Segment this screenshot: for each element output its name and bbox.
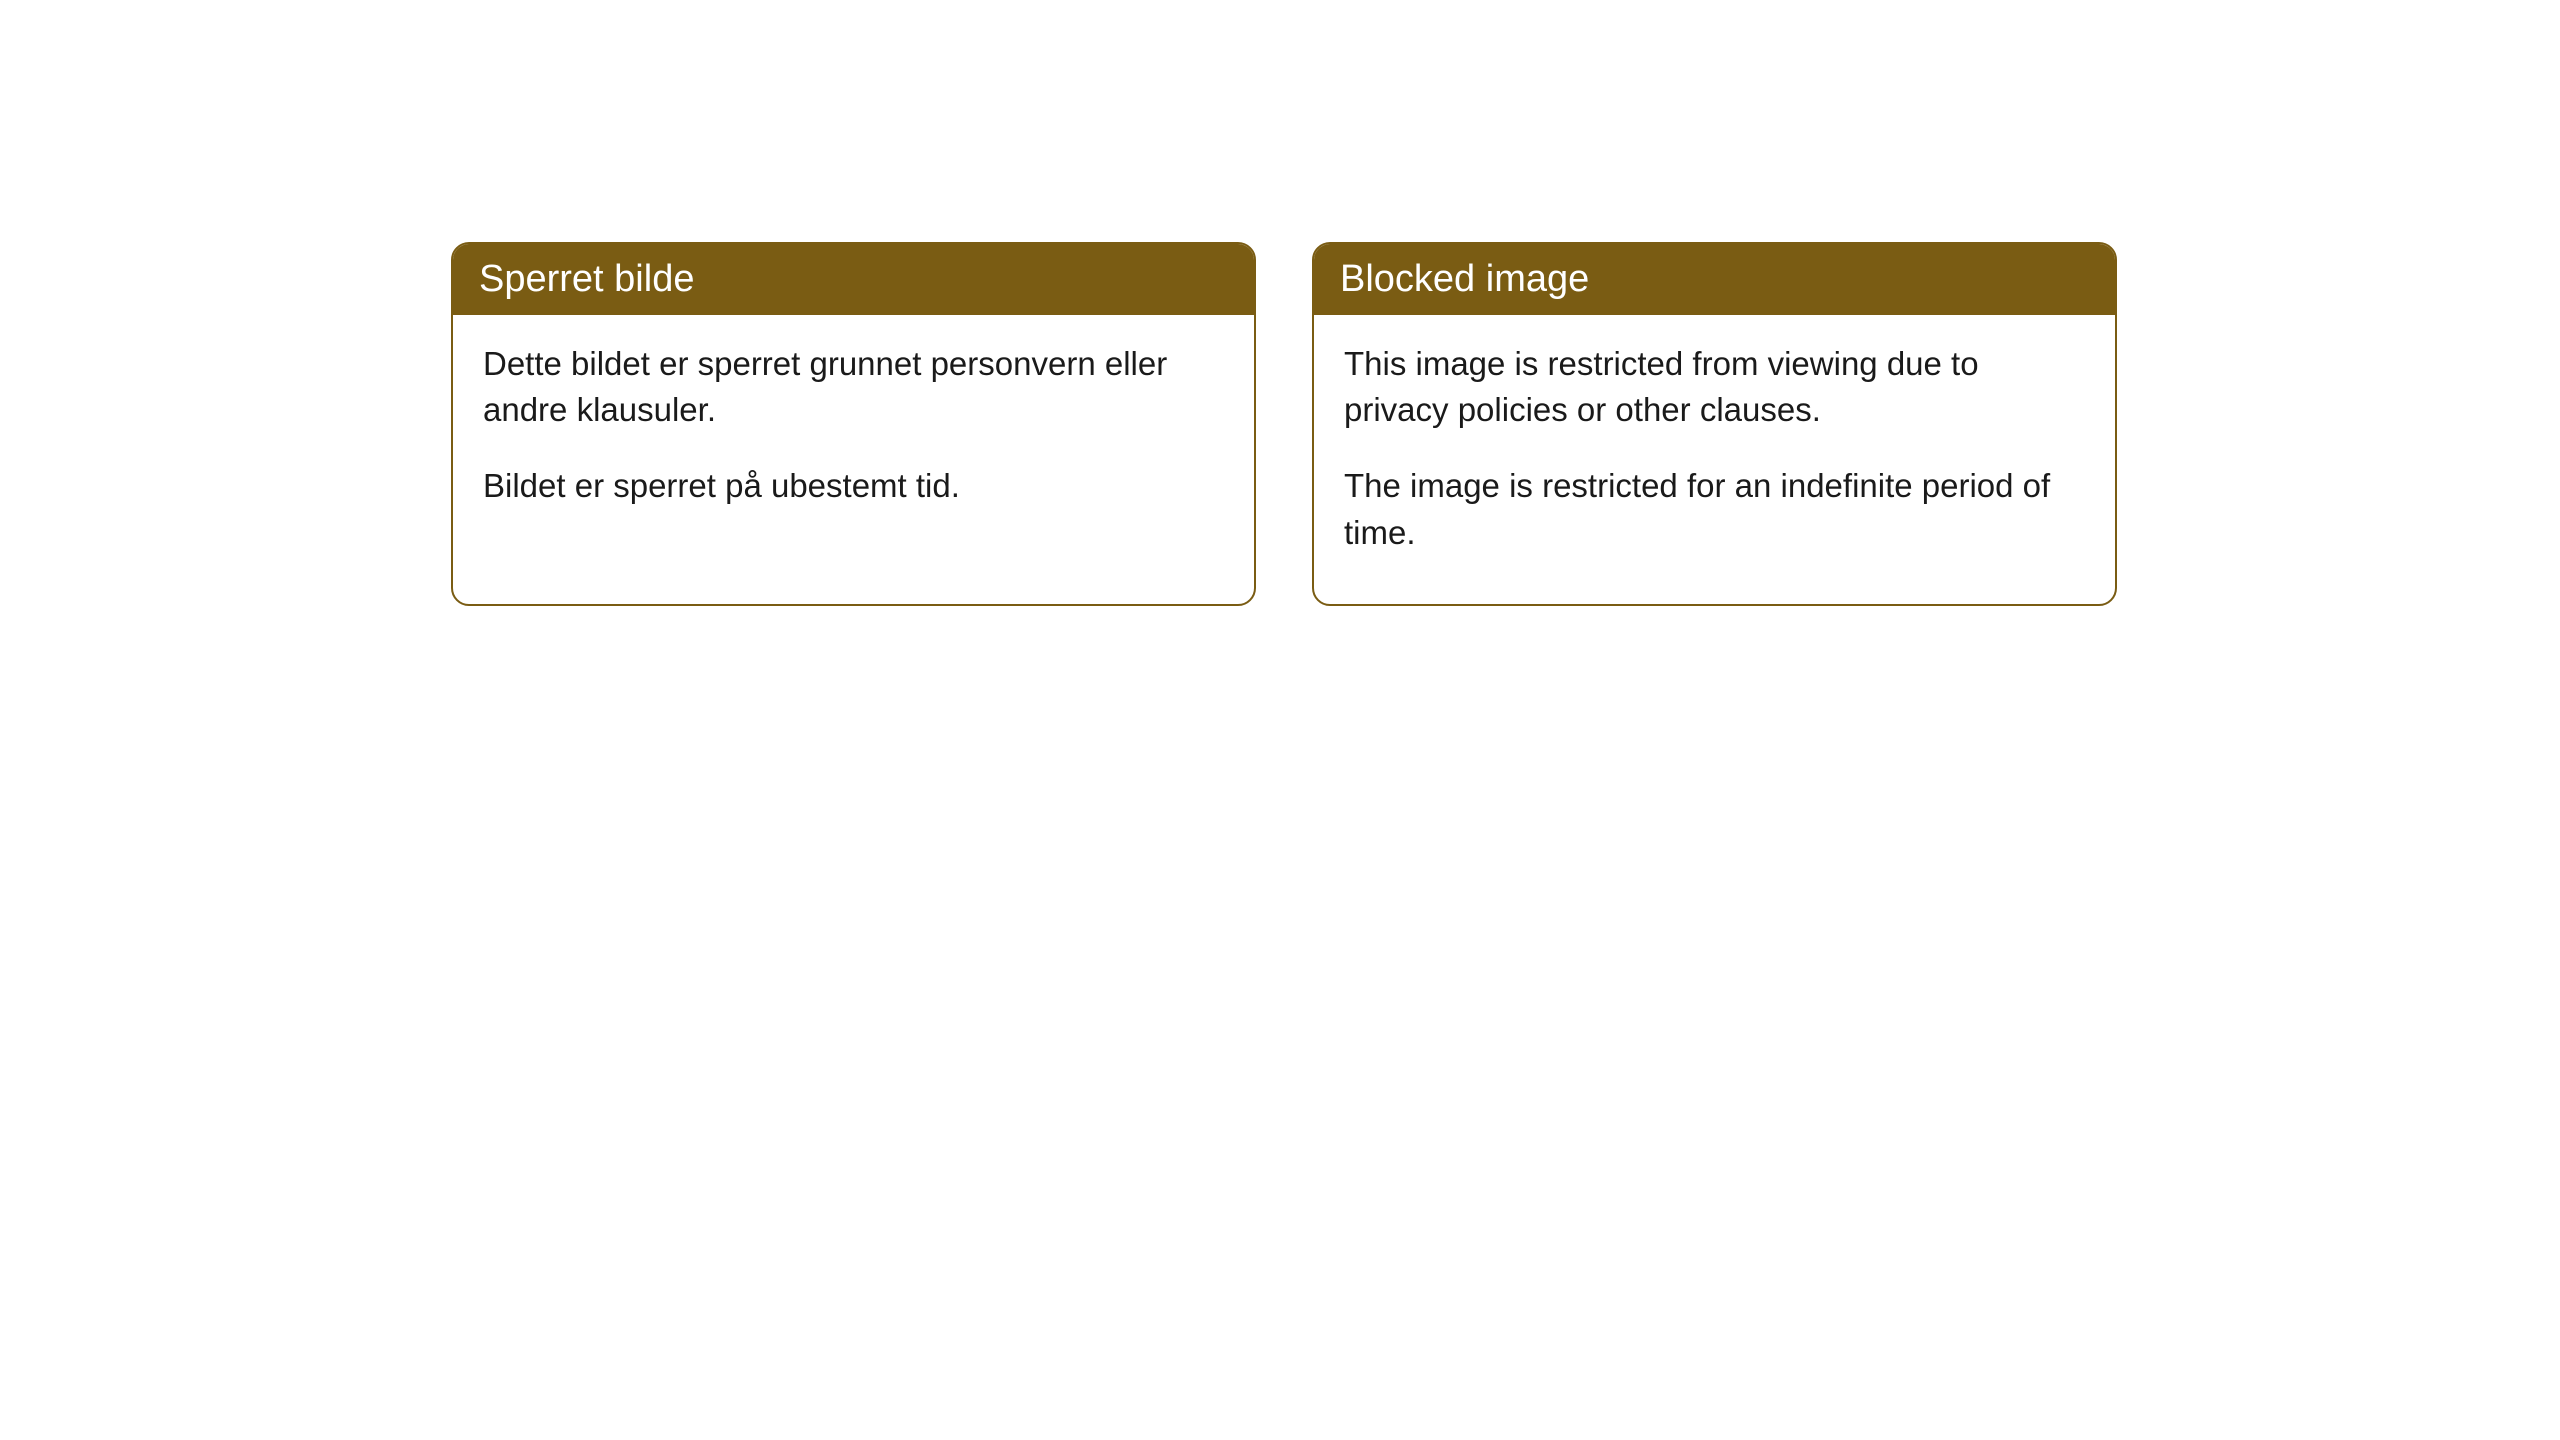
card-header-english: Blocked image	[1314, 244, 2115, 315]
blocked-image-card-english: Blocked image This image is restricted f…	[1312, 242, 2117, 606]
card-paragraph-1: Dette bildet er sperret grunnet personve…	[483, 341, 1224, 433]
card-paragraph-2: The image is restricted for an indefinit…	[1344, 463, 2085, 555]
card-paragraph-1: This image is restricted from viewing du…	[1344, 341, 2085, 433]
cards-container: Sperret bilde Dette bildet er sperret gr…	[451, 242, 2117, 606]
card-body-english: This image is restricted from viewing du…	[1314, 315, 2115, 604]
card-paragraph-2: Bildet er sperret på ubestemt tid.	[483, 463, 1224, 509]
blocked-image-card-norwegian: Sperret bilde Dette bildet er sperret gr…	[451, 242, 1256, 606]
card-header-norwegian: Sperret bilde	[453, 244, 1254, 315]
card-body-norwegian: Dette bildet er sperret grunnet personve…	[453, 315, 1254, 558]
